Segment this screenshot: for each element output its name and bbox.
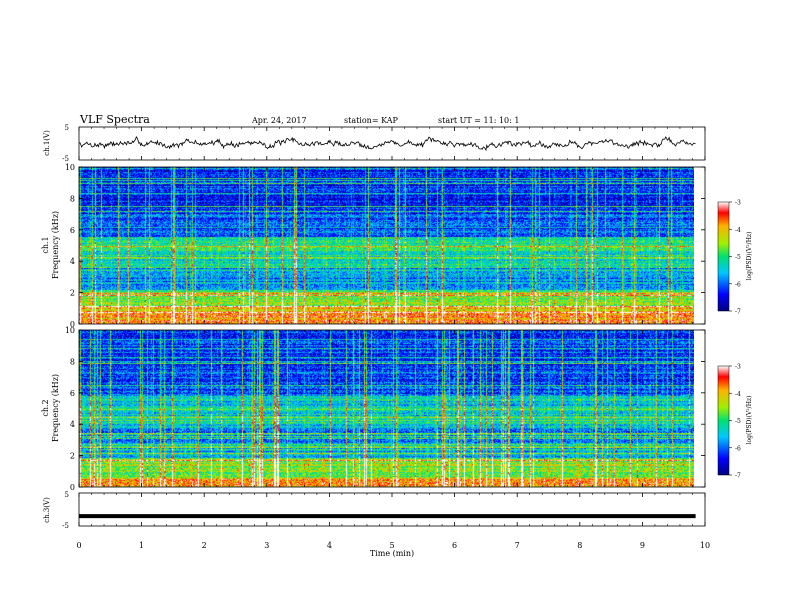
ch1-colorbar-tick-label: -6 (735, 281, 741, 288)
ch1-spectrogram-ytick-label: 8 (70, 194, 75, 203)
ch2-spectrogram-panel: 0 2 4 6 8 10 ch.2 Frequency (kHz) (41, 326, 706, 492)
ch1-spectrogram-image (79, 167, 694, 324)
time-tick-label: 1 (139, 541, 144, 550)
time-tick-label: 5 (389, 541, 394, 550)
ch2-frequency-label: Frequency (kHz) (51, 374, 60, 442)
ch1-colorbar-scale (717, 201, 730, 312)
ch1-colorbar-tick-label: -7 (735, 309, 741, 316)
ch2-colorbar-tick-label: -5 (735, 418, 741, 425)
ch1-ytick-bottom: -5 (62, 155, 69, 163)
ch1-waveform-trace (78, 136, 696, 152)
ch1-spectrogram-ytick-label: 4 (70, 257, 75, 266)
ch2-spectrogram-ytick-label: 6 (70, 389, 75, 398)
ch3-ytick-top: 5 (65, 491, 69, 499)
ch2-spectrogram-ytick-label: 4 (70, 420, 75, 429)
ch1-colorbar-tick-label: -4 (735, 227, 741, 234)
time-tick-label: 0 (76, 541, 81, 550)
time-tick-label: 10 (700, 541, 710, 550)
ch2-colorbar-tick-label: -6 (735, 445, 741, 452)
ch1-waveform-panel: 5 -5 ch.1(V) (43, 124, 706, 163)
ch2-spectrogram-image (79, 330, 694, 487)
time-tick-label: 8 (577, 541, 582, 550)
ch1-colorbar: -3 -4 -5 -6 -7 log(PSD)(V²/Hz) (717, 200, 753, 316)
ch3-ylabel: ch.3(V) (43, 497, 51, 523)
time-tick-label: 4 (327, 541, 332, 550)
ch3-waveform-panel: 5 -5 ch.3(V) (43, 491, 706, 530)
ch1-colorbar-tick-label: -3 (735, 200, 741, 207)
ch1-ytick-top: 5 (65, 124, 69, 132)
time-axis: 0 1 2 3 4 5 6 7 8 9 10 (76, 127, 710, 550)
time-tick-label: 9 (640, 541, 645, 550)
ch1-spectrogram-ylabel: ch.1 (41, 236, 50, 253)
ch2-colorbar-tick-label: -3 (735, 364, 741, 371)
date-label: Apr. 24, 2017 (251, 116, 307, 125)
ch2-colorbar: -3 -4 -5 -6 -7 log(PSD)(V²/Hz) (717, 364, 753, 480)
time-tick-label: 6 (452, 541, 457, 550)
ch2-colorbar-tick-label: -4 (735, 391, 741, 398)
ch1-spectrogram-ytick-label: 0 (70, 320, 75, 329)
ch1-spectrogram-ytick-label: 10 (65, 163, 75, 172)
ch1-spectrogram-ytick-label: 2 (70, 289, 75, 298)
ch3-ytick-bottom: -5 (62, 522, 69, 530)
ch2-spectrogram-ytick-label: 8 (70, 357, 75, 366)
time-tick-label: 3 (264, 541, 269, 550)
figure-title: VLF Spectra (79, 113, 150, 126)
ch2-colorbar-label: log(PSD)(V²/Hz) (746, 396, 753, 445)
ch3-waveform-frame (78, 492, 706, 527)
ch1-spectrogram-ytick-label: 6 (70, 226, 75, 235)
time-tick-label: 2 (202, 541, 207, 550)
time-axis-label: Time (min) (370, 549, 414, 558)
ch1-colorbar-tick-label: -5 (735, 254, 741, 261)
time-tick-label: 7 (515, 541, 520, 550)
ch1-colorbar-label: log(PSD)(V²/Hz) (746, 232, 753, 281)
ch2-colorbar-tick-label: -7 (735, 473, 741, 480)
ch2-colorbar-scale (717, 365, 730, 476)
ch1-spectrogram-panel: 0 2 4 6 8 10 ch.1 Frequency (kHz) (41, 163, 706, 329)
ch2-spectrogram-ytick-label: 10 (65, 326, 75, 335)
start-time-label: start UT = 11: 10: 1 (438, 116, 519, 125)
ch2-spectrogram-ytick-label: 0 (70, 483, 75, 492)
ch1-ylabel: ch.1(V) (43, 130, 51, 156)
ch2-spectrogram-ytick-label: 2 (70, 452, 75, 461)
ch2-spectrogram-ylabel: ch.2 (41, 399, 50, 416)
ch1-frequency-label: Frequency (kHz) (51, 211, 60, 279)
station-label: station= KAP (344, 116, 399, 125)
